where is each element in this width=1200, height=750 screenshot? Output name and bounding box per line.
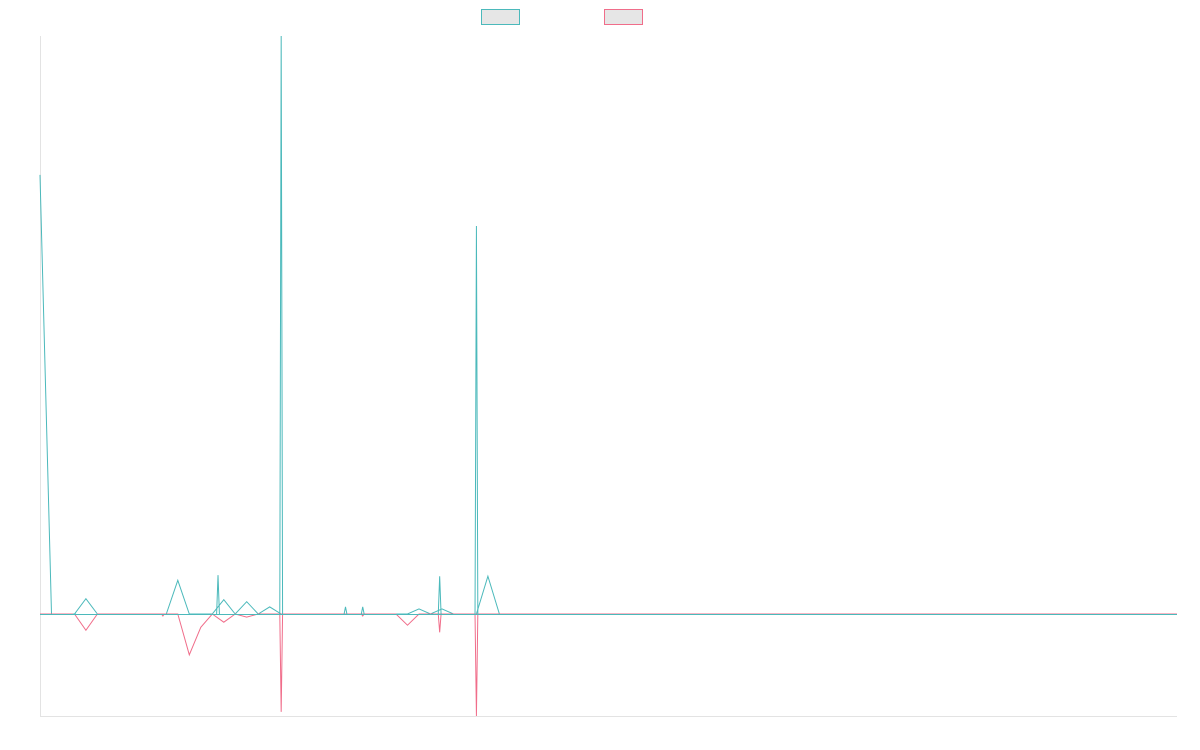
legend-swatch-series-1[interactable]	[481, 9, 520, 25]
plot-area	[39, 35, 1177, 717]
spike-3	[474, 225, 479, 615]
spike-4	[474, 613, 479, 717]
spike-2	[279, 613, 284, 712]
spike-6	[437, 613, 442, 633]
series-1-line	[39, 174, 1177, 615]
spike-8	[360, 606, 365, 615]
spike-1	[279, 35, 284, 615]
spike-7	[343, 606, 348, 615]
legend-swatch-series-2[interactable]	[604, 9, 643, 25]
series-2	[40, 613, 1177, 657]
series-2-line	[40, 613, 1177, 657]
axes	[40, 36, 1177, 717]
spike-12	[216, 575, 220, 615]
series-1	[39, 174, 1177, 615]
spike-5	[437, 576, 442, 615]
